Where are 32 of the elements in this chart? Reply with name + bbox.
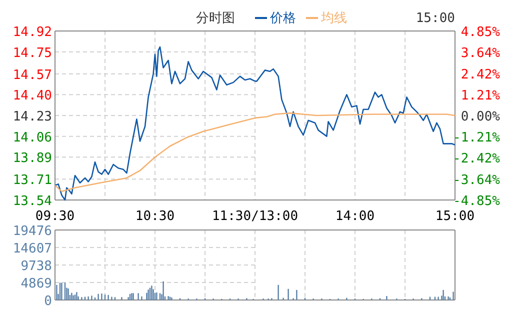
legend-label: 价格 xyxy=(269,11,296,26)
x-tick-label: 15:00 xyxy=(435,209,475,224)
y-tick-label: 9738 xyxy=(20,259,52,274)
y2-tick-label: 3.64% xyxy=(460,46,500,62)
y-tick-label: 13.89 xyxy=(12,151,52,166)
y2-tick-label: 2.42% xyxy=(460,67,500,82)
legend-label: 均线 xyxy=(320,11,347,26)
y-tick-label: 14.40 xyxy=(12,88,52,104)
chart-title: 分时图 xyxy=(196,11,235,26)
y2-tick-label: -4.85% xyxy=(453,194,500,209)
y2-tick-label: -2.42% xyxy=(453,152,500,167)
text: 15:00 xyxy=(416,11,455,26)
y-tick-label: 13.71 xyxy=(12,173,52,188)
x-tick-label: 14:00 xyxy=(335,209,375,224)
y2-tick-label: 4.85% xyxy=(460,25,500,40)
y-tick-label: 0 xyxy=(44,294,52,309)
y-tick-label: 19476 xyxy=(12,224,52,239)
y2-tick-label: -3.64% xyxy=(453,172,500,188)
y2-tick-label: -1.21% xyxy=(453,130,500,146)
y-tick-label: 13.54 xyxy=(12,194,52,209)
y-tick-label: 14607 xyxy=(12,242,52,256)
x-tick-label: 11:30/13:00 xyxy=(212,209,298,224)
y-tick-label: 14.92 xyxy=(12,25,52,40)
x-tick-label: 10:30 xyxy=(135,209,175,224)
y-tick-label: 14.06 xyxy=(12,130,52,146)
x-tick-label: 09:30 xyxy=(35,209,75,224)
y2-tick-label: 0.00% xyxy=(460,110,500,124)
y-tick-label: 14.57 xyxy=(12,68,52,83)
y-tick-label: 14.75 xyxy=(12,46,52,61)
y-tick-label: 4869 xyxy=(20,276,52,292)
y-tick-label: 14.23 xyxy=(12,110,52,124)
y2-tick-label: 1.21% xyxy=(460,88,500,104)
